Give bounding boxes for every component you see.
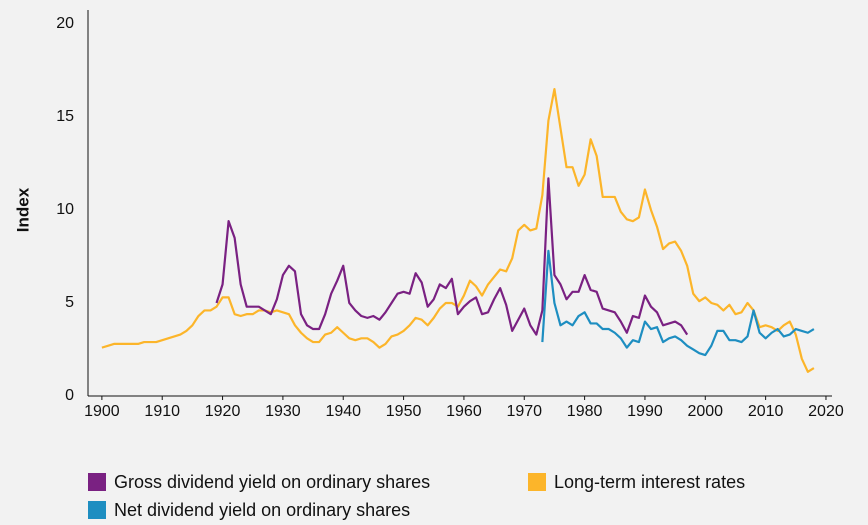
x-tick-label: 2000 [687,403,723,420]
x-tick-label: 1930 [265,403,301,420]
y-tick-label: 20 [56,15,74,32]
y-tick-label: 0 [65,387,74,404]
x-tick-label: 2010 [748,403,784,420]
x-tick-label: 1970 [506,403,542,420]
x-tick-label: 1980 [567,403,603,420]
x-tick-label: 1920 [205,403,241,420]
y-tick-label: 15 [56,108,74,125]
x-tick-label: 1960 [446,403,482,420]
legend-swatch [88,501,106,519]
series-line [101,87,815,373]
x-tick-label: 1990 [627,403,663,420]
x-tick-label: 1940 [325,403,361,420]
series-line [215,177,689,336]
legend-label: Long-term interest rates [554,472,745,492]
y-tick-label: 5 [65,294,74,311]
legend-swatch [528,473,546,491]
y-tick-label: 10 [56,201,74,218]
x-tick-label: 2020 [808,403,844,420]
legend-swatch [88,473,106,491]
x-tick-label: 1910 [144,403,180,420]
series-line [541,249,815,357]
x-tick-label: 1900 [84,403,120,420]
y-axis-label: Index [13,187,32,232]
legend-label: Gross dividend yield on ordinary shares [114,472,430,492]
legend-label: Net dividend yield on ordinary shares [114,500,410,520]
x-tick-label: 1950 [386,403,422,420]
